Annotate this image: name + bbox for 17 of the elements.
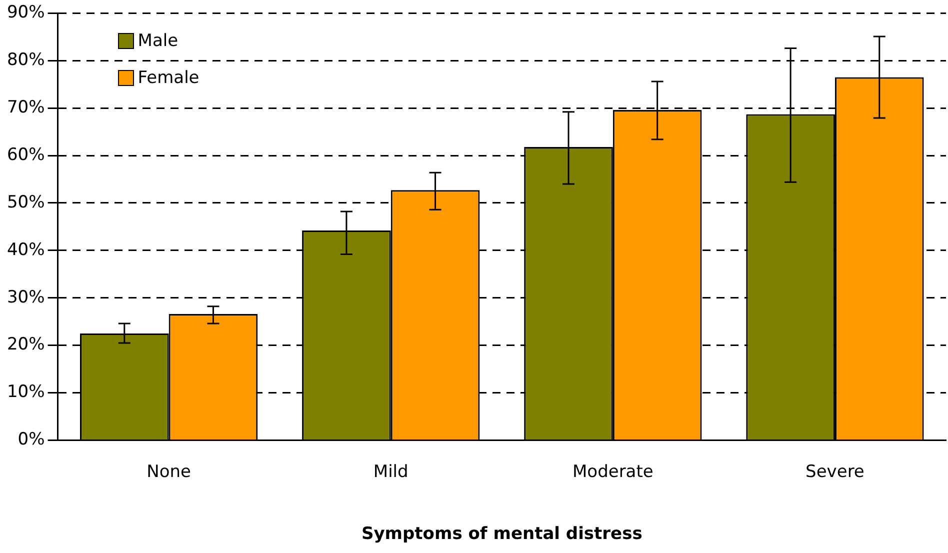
- y-tick-label: 60%: [6, 144, 45, 165]
- y-tick-label: 20%: [6, 334, 45, 355]
- x-tick-label: Mild: [373, 462, 408, 482]
- x-tick-label: Moderate: [572, 462, 654, 482]
- legend-label: Male: [138, 30, 180, 51]
- x-axis-title: Symptoms of mental distress: [361, 524, 642, 544]
- y-tick-label: 90%: [6, 2, 45, 23]
- y-tick-label: 0%: [18, 430, 45, 450]
- x-tick-label: None: [146, 462, 191, 482]
- y-tick-label: 50%: [6, 192, 45, 212]
- y-tick-label: 10%: [6, 382, 45, 402]
- x-tick-label: Severe: [806, 462, 864, 482]
- legend-label: Female: [138, 68, 202, 88]
- y-tick-label: 30%: [6, 287, 45, 308]
- y-tick-label: 40%: [6, 240, 45, 260]
- y-tick-label: 80%: [6, 50, 45, 70]
- y-tick-label: 70%: [6, 98, 45, 118]
